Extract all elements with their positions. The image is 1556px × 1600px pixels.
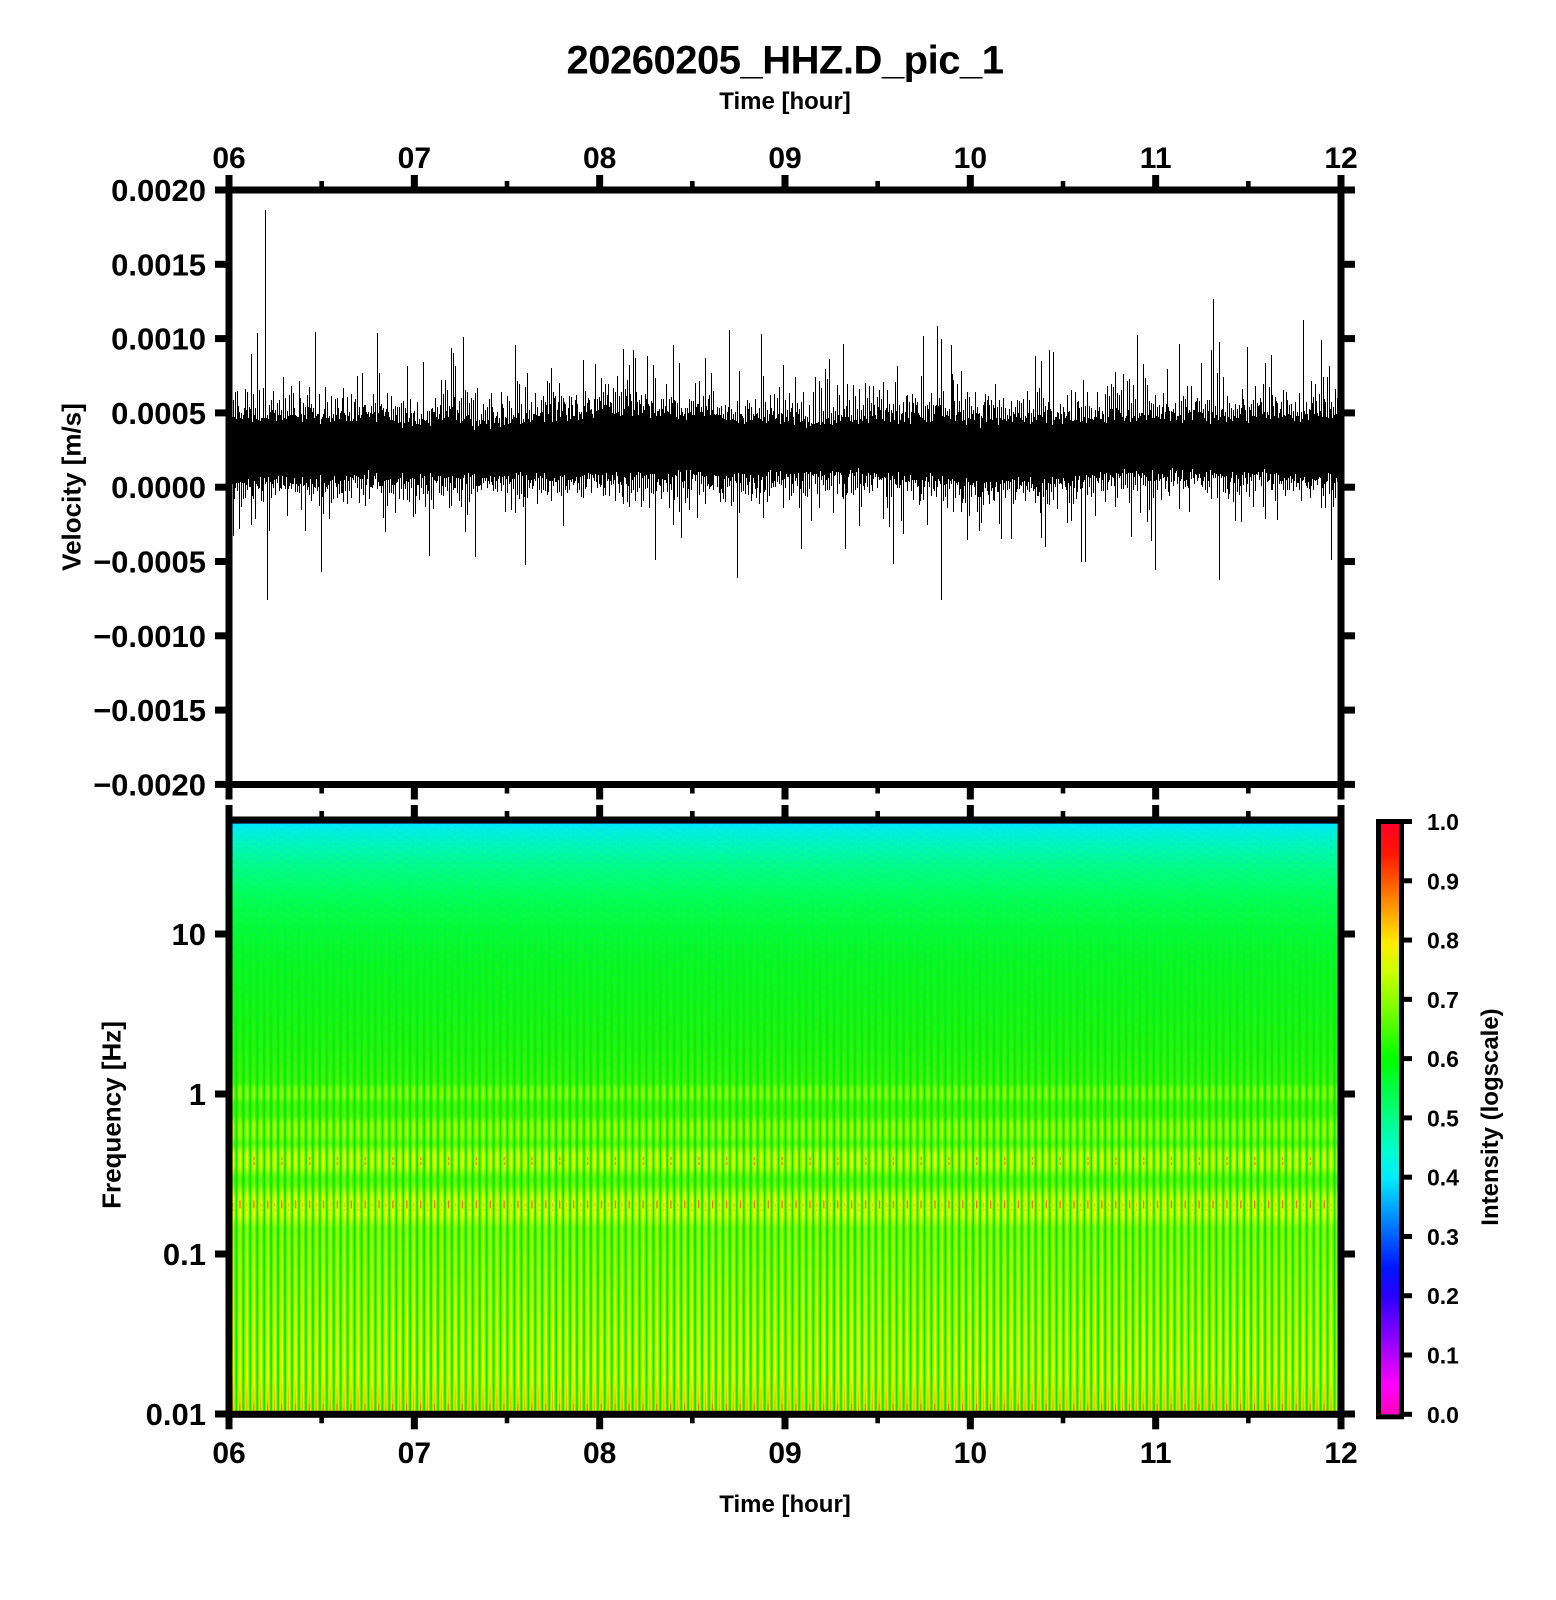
svg-text:−0.0020: −0.0020 [93, 767, 206, 802]
svg-text:0.0015: 0.0015 [111, 247, 206, 282]
svg-text:−0.0010: −0.0010 [93, 619, 206, 654]
svg-text:10: 10 [954, 1437, 987, 1470]
svg-text:1.0: 1.0 [1427, 809, 1459, 835]
svg-text:0.9: 0.9 [1427, 868, 1459, 894]
svg-text:Time [hour]: Time [hour] [719, 1491, 851, 1518]
svg-text:0.3: 0.3 [1427, 1224, 1459, 1250]
svg-text:−0.0005: −0.0005 [93, 545, 206, 580]
svg-text:20260205_HHZ.D_pic_1: 20260205_HHZ.D_pic_1 [567, 39, 1004, 83]
svg-text:0.7: 0.7 [1427, 987, 1459, 1013]
svg-text:08: 08 [583, 1437, 616, 1470]
svg-text:0.0020: 0.0020 [111, 173, 206, 208]
svg-text:12: 12 [1324, 142, 1357, 175]
svg-text:Frequency [Hz]: Frequency [Hz] [97, 1021, 127, 1209]
svg-text:Time [hour]: Time [hour] [719, 88, 851, 115]
svg-text:0.2: 0.2 [1427, 1283, 1459, 1309]
svg-text:11: 11 [1140, 142, 1172, 175]
svg-text:0.0000: 0.0000 [111, 470, 206, 505]
svg-text:08: 08 [583, 142, 616, 175]
svg-text:0.6: 0.6 [1427, 1046, 1459, 1072]
svg-text:0.5: 0.5 [1427, 1105, 1459, 1131]
svg-text:0.4: 0.4 [1427, 1165, 1459, 1191]
svg-text:07: 07 [398, 1437, 431, 1470]
svg-text:09: 09 [768, 142, 801, 175]
svg-text:12: 12 [1324, 1437, 1357, 1470]
svg-text:06: 06 [212, 142, 245, 175]
svg-text:Velocity [m/s]: Velocity [m/s] [57, 403, 87, 571]
svg-text:0.0: 0.0 [1427, 1402, 1459, 1428]
svg-text:0.0005: 0.0005 [111, 396, 206, 431]
svg-text:10: 10 [172, 917, 206, 952]
svg-text:0.1: 0.1 [163, 1237, 206, 1272]
svg-text:0.8: 0.8 [1427, 928, 1459, 954]
svg-text:11: 11 [1140, 1437, 1172, 1470]
svg-text:0.1: 0.1 [1427, 1343, 1459, 1369]
svg-text:0.0010: 0.0010 [111, 322, 206, 357]
svg-text:07: 07 [398, 142, 431, 175]
svg-text:−0.0015: −0.0015 [93, 693, 206, 728]
svg-text:1: 1 [189, 1077, 206, 1112]
svg-text:0.01: 0.01 [146, 1397, 206, 1432]
svg-text:06: 06 [212, 1437, 245, 1470]
svg-text:09: 09 [768, 1437, 801, 1470]
svg-text:10: 10 [954, 142, 987, 175]
svg-text:Intensity (logscale): Intensity (logscale) [1477, 1008, 1504, 1225]
